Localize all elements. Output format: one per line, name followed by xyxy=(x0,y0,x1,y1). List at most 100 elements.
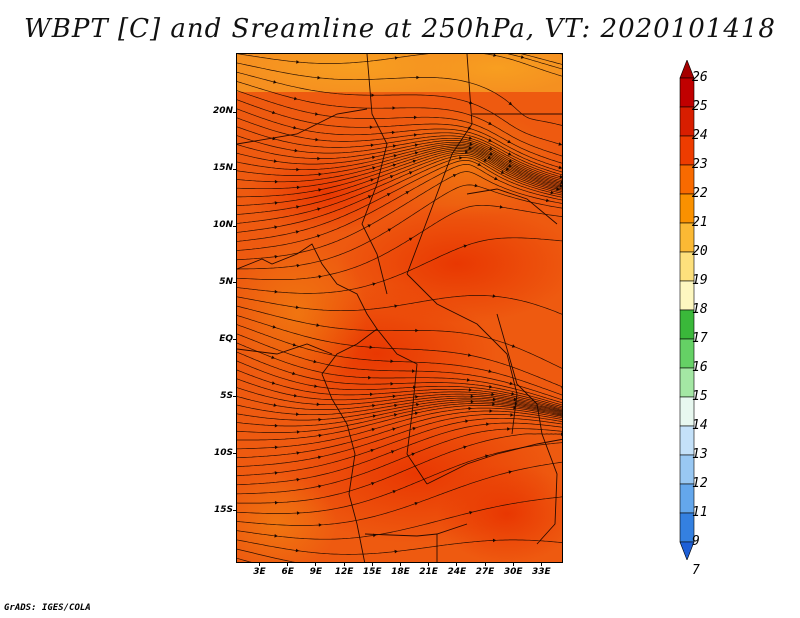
lon-tick xyxy=(512,562,514,566)
streamline-arrow xyxy=(489,385,493,389)
streamline-arrow xyxy=(470,394,474,399)
streamline-arrow xyxy=(295,230,300,234)
streamline xyxy=(237,149,562,198)
streamline-arrow xyxy=(561,241,562,243)
streamline-arrow xyxy=(413,115,418,120)
colorbar xyxy=(672,59,732,561)
streamline-arrow xyxy=(508,159,513,163)
streamline xyxy=(237,204,562,280)
streamline-arrow xyxy=(394,304,398,308)
streamline xyxy=(237,414,562,468)
lon-label: 21E xyxy=(419,567,438,577)
streamline-arrow xyxy=(452,174,457,178)
streamline-arrow xyxy=(558,142,562,146)
streamline xyxy=(237,184,562,270)
streamline-arrow xyxy=(393,154,398,158)
streamline-arrow xyxy=(272,110,276,115)
streamline-arrow xyxy=(415,328,419,333)
streamline-arrow xyxy=(493,54,497,57)
lon-label: 6E xyxy=(281,567,294,577)
lon-tick xyxy=(258,562,260,566)
streamline xyxy=(237,378,562,410)
streamline-arrow xyxy=(508,101,513,106)
streamline-arrow xyxy=(389,175,394,179)
streamline-arrow xyxy=(367,224,372,228)
streamline-arrow xyxy=(470,399,474,404)
streamline-arrow xyxy=(274,500,279,505)
lat-label: EQ xyxy=(219,333,233,344)
streamline-arrow xyxy=(468,406,472,411)
streamline xyxy=(237,539,562,555)
streamline-arrow xyxy=(511,392,515,396)
streamline-arrow xyxy=(370,178,374,182)
streamline-arrow xyxy=(369,392,374,397)
streamline-arrow xyxy=(468,136,473,140)
streamline-arrow xyxy=(392,394,396,399)
streamline xyxy=(237,496,562,540)
map-panel xyxy=(236,53,563,563)
lon-label: 15E xyxy=(362,567,382,577)
streamline-arrow xyxy=(387,228,392,232)
lat-tick xyxy=(233,168,237,170)
colorbar-scale xyxy=(679,59,695,561)
streamline-arrow xyxy=(514,401,518,406)
colorbar-label: 18 xyxy=(692,302,708,317)
streamline-arrow xyxy=(483,158,488,162)
lat-tick xyxy=(233,453,237,455)
streamline xyxy=(237,108,562,173)
streamline-arrow xyxy=(318,455,322,460)
streamlines xyxy=(237,54,562,562)
streamline-arrow xyxy=(317,156,321,161)
streamline-arrow xyxy=(391,130,396,135)
streamline-arrow xyxy=(465,419,469,423)
streamline-arrow xyxy=(393,413,398,417)
streamline-arrow xyxy=(272,325,277,329)
streamline-arrow xyxy=(468,388,473,392)
streamline-arrow xyxy=(508,470,512,474)
streamline xyxy=(237,140,562,182)
streamline-arrow xyxy=(371,482,375,486)
lat-tick xyxy=(233,225,237,227)
streamline-arrow xyxy=(463,445,467,449)
streamline-arrow xyxy=(295,305,300,309)
streamline xyxy=(237,145,562,186)
streamline-arrow xyxy=(507,427,511,431)
streamline-arrow xyxy=(392,163,397,167)
colorbar-label: 24 xyxy=(692,128,708,143)
lat-label: 20N xyxy=(212,106,233,117)
streamline-arrow xyxy=(520,55,525,59)
streamline-arrow xyxy=(485,454,489,458)
lon-tick xyxy=(399,562,401,566)
streamline xyxy=(237,81,562,157)
colorbar-bottom-arrow xyxy=(679,541,695,561)
streamline-arrow xyxy=(390,450,395,454)
streamline-arrow xyxy=(556,187,560,191)
streamline-arrow xyxy=(293,393,298,398)
lat-tick xyxy=(233,396,237,398)
streamline xyxy=(237,148,562,190)
streamline xyxy=(237,157,562,233)
lon-label: 27E xyxy=(475,567,495,577)
streamline-arrow xyxy=(414,151,419,155)
colorbar-label: 12 xyxy=(692,476,708,491)
streamline xyxy=(237,151,562,207)
streamline-arrow xyxy=(373,533,377,538)
streamline-arrow xyxy=(492,538,497,543)
streamline xyxy=(237,333,562,401)
streamline xyxy=(237,146,562,187)
streamline-arrow xyxy=(467,126,472,130)
streamline-arrow xyxy=(558,165,562,170)
streamline-arrow xyxy=(507,139,511,143)
streamline-arrow xyxy=(499,205,504,209)
lon-tick xyxy=(540,562,542,566)
streamline xyxy=(520,54,562,65)
streamline-arrow xyxy=(296,412,300,416)
streamline-arrow xyxy=(293,125,297,130)
streamline-arrow xyxy=(415,395,419,399)
streamline-arrow xyxy=(274,201,279,205)
streamline-arrow xyxy=(408,237,413,241)
streamline-arrow xyxy=(296,205,300,209)
streamline-arrow xyxy=(315,137,319,142)
colorbar-label: 13 xyxy=(692,447,708,462)
lat-label: 5N xyxy=(219,276,233,287)
